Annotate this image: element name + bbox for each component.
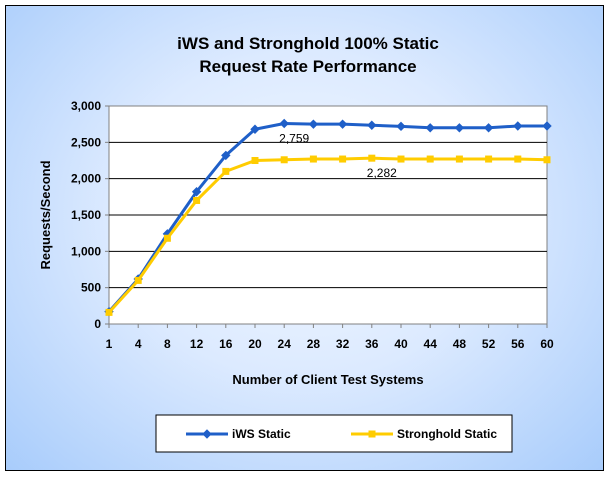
data-point [368, 154, 376, 162]
data-point [455, 155, 463, 163]
series-line [107, 156, 548, 314]
legend-label: iWS Static [232, 427, 291, 441]
data-point [543, 156, 551, 164]
chart-frame: iWS and Stronghold 100% Static Request R… [5, 5, 604, 471]
x-tick-label: 8 [164, 337, 171, 351]
data-point [513, 121, 523, 131]
data-point [514, 155, 522, 163]
y-tick-label: 1,000 [71, 244, 101, 258]
x-tick-label: 16 [219, 337, 233, 351]
x-tick-label: 24 [278, 337, 292, 351]
x-tick-label: 52 [482, 337, 496, 351]
data-point [542, 121, 552, 131]
series-1 [105, 154, 551, 316]
data-point [222, 167, 230, 175]
data-point [221, 150, 231, 161]
x-tick-label: 56 [511, 337, 525, 351]
series-layer [104, 118, 552, 317]
data-label: 2,282 [367, 166, 397, 180]
data-point [134, 276, 142, 284]
y-tick-label: 2,000 [71, 172, 101, 186]
data-point [193, 196, 201, 204]
x-tick-label: 4 [135, 337, 142, 351]
chart-svg: iWS and Stronghold 100% Static Request R… [38, 34, 554, 453]
x-tick-label: 12 [190, 337, 204, 351]
chart-title-line-1: iWS and Stronghold 100% Static [177, 34, 439, 53]
grid-layer [105, 105, 548, 328]
x-tick-label: 1 [106, 337, 113, 351]
x-tick-label: 36 [365, 337, 379, 351]
legend-marker [202, 429, 212, 439]
data-point [483, 123, 494, 133]
legend-label: Stronghold Static [397, 427, 497, 441]
data-point [308, 119, 319, 129]
data-point [280, 156, 288, 164]
data-point [279, 118, 289, 129]
y-axis-title: Requests/Second [38, 160, 53, 269]
data-point [191, 187, 202, 197]
x-tick-label: 40 [394, 337, 408, 351]
y-tick-label: 1,500 [71, 208, 101, 222]
data-point [250, 124, 260, 134]
data-point [339, 155, 347, 163]
legend-marker [368, 430, 376, 438]
x-tick-label: 28 [307, 337, 321, 351]
chart-title-line-2: Request Rate Performance [199, 57, 416, 76]
y-tick-label: 3,000 [71, 99, 101, 113]
legend: iWS Static Stronghold Static [155, 414, 513, 453]
annotation-layer: 2,759 2,282 [279, 132, 397, 181]
data-point [396, 121, 406, 132]
data-label: 2,759 [279, 132, 309, 146]
data-point [163, 234, 171, 242]
data-point [309, 155, 317, 163]
x-tick-label: 32 [336, 337, 350, 351]
data-point [105, 308, 113, 316]
x-tick-label: 20 [248, 337, 262, 351]
data-point [426, 155, 434, 163]
data-point [367, 120, 377, 130]
y-tick-label: 0 [94, 317, 101, 331]
y-tick-label: 500 [81, 281, 101, 295]
data-point [485, 155, 493, 163]
x-axis-title: Number of Client Test Systems [232, 372, 423, 387]
legend-items: iWS Static Stronghold Static [186, 427, 497, 441]
series-line [107, 122, 547, 313]
x-tick-label: 44 [424, 337, 438, 351]
data-point [425, 123, 435, 133]
x-tick-label: 60 [540, 337, 554, 351]
y-tick-label: 2,500 [71, 135, 101, 149]
data-point [454, 123, 465, 133]
x-tick-label: 48 [453, 337, 467, 351]
data-point [337, 119, 348, 129]
data-point [397, 155, 405, 163]
data-point [251, 157, 259, 164]
